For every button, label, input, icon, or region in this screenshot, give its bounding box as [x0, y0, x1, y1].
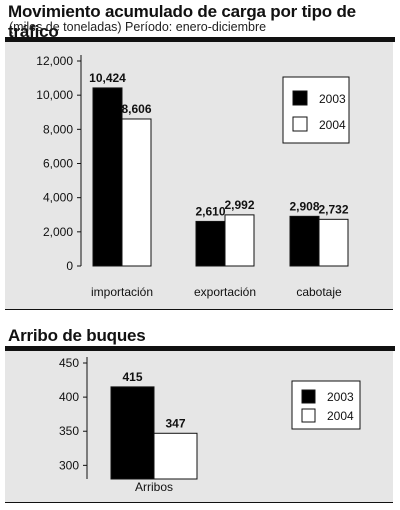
bar-2004	[121, 118, 152, 267]
y-tick-label: 300	[59, 458, 79, 472]
legend-swatch-2004	[292, 116, 308, 132]
ships-chart-panel: 300 350 400 450 415 347 Arribos 2003 2004	[5, 351, 393, 503]
data-label: 2,992	[224, 198, 254, 212]
y-tick-label: 2,000	[43, 225, 73, 239]
legend-label: 2004	[327, 409, 354, 423]
data-label: 415	[122, 370, 142, 384]
x-tick-label: importación	[91, 285, 153, 299]
chart-subtitle: (miles de toneladas) Período: enero-dici…	[9, 20, 267, 34]
y-tick-label: 0	[66, 259, 73, 273]
cargo-chart-panel: 0 2,000 4,000 6,000 8,000 10,000 12,000 10,424 8…	[5, 42, 393, 310]
legend-swatch-2003	[292, 90, 308, 106]
bar-2004	[224, 214, 255, 267]
legend-swatch-2004	[301, 408, 316, 423]
y-tick-label: 10,000	[36, 88, 73, 102]
ships-chart-title: Arribo de buques	[8, 326, 146, 345]
legend-swatch-2003	[301, 389, 316, 404]
bar-2004	[318, 218, 349, 267]
data-label: 2,610	[195, 204, 225, 218]
y-tick-label: 4,000	[43, 191, 73, 205]
y-tick-label: 8,000	[43, 122, 73, 136]
ships-chart: 300 350 400 450 415 347 Arribos 2003 2004	[59, 356, 361, 494]
x-tick-label: cabotaje	[296, 285, 342, 299]
bar-2004	[153, 432, 198, 480]
y-tick-label: 450	[59, 356, 79, 370]
x-tick-label: Arribos	[135, 480, 173, 494]
legend-label: 2004	[319, 118, 346, 132]
legend-box	[282, 76, 350, 144]
legend-label: 2003	[319, 92, 346, 106]
data-label: 8,606	[121, 102, 151, 116]
x-tick-label: exportación	[194, 285, 256, 299]
data-label: 347	[165, 416, 185, 430]
cargo-chart: 0 2,000 4,000 6,000 8,000 10,000 12,000 10,424 8…	[36, 54, 350, 299]
y-tick-label: 350	[59, 424, 79, 438]
title-rule	[5, 37, 395, 42]
chart-title: Movimiento acumulado de carga por tipo d…	[8, 2, 356, 41]
y-tick-label: 400	[59, 390, 79, 404]
data-label: 2,732	[318, 202, 348, 216]
bar-2003	[110, 386, 155, 480]
bar-2003	[289, 215, 320, 267]
title-rule-2	[5, 346, 395, 351]
y-tick-label: 6,000	[43, 157, 73, 171]
y-tick-label: 12,000	[36, 54, 73, 68]
legend-label: 2003	[327, 390, 354, 404]
data-label: 10,424	[89, 71, 126, 85]
bar-2003	[195, 220, 226, 267]
data-label: 2,908	[289, 199, 319, 213]
bar-2003	[92, 87, 123, 267]
